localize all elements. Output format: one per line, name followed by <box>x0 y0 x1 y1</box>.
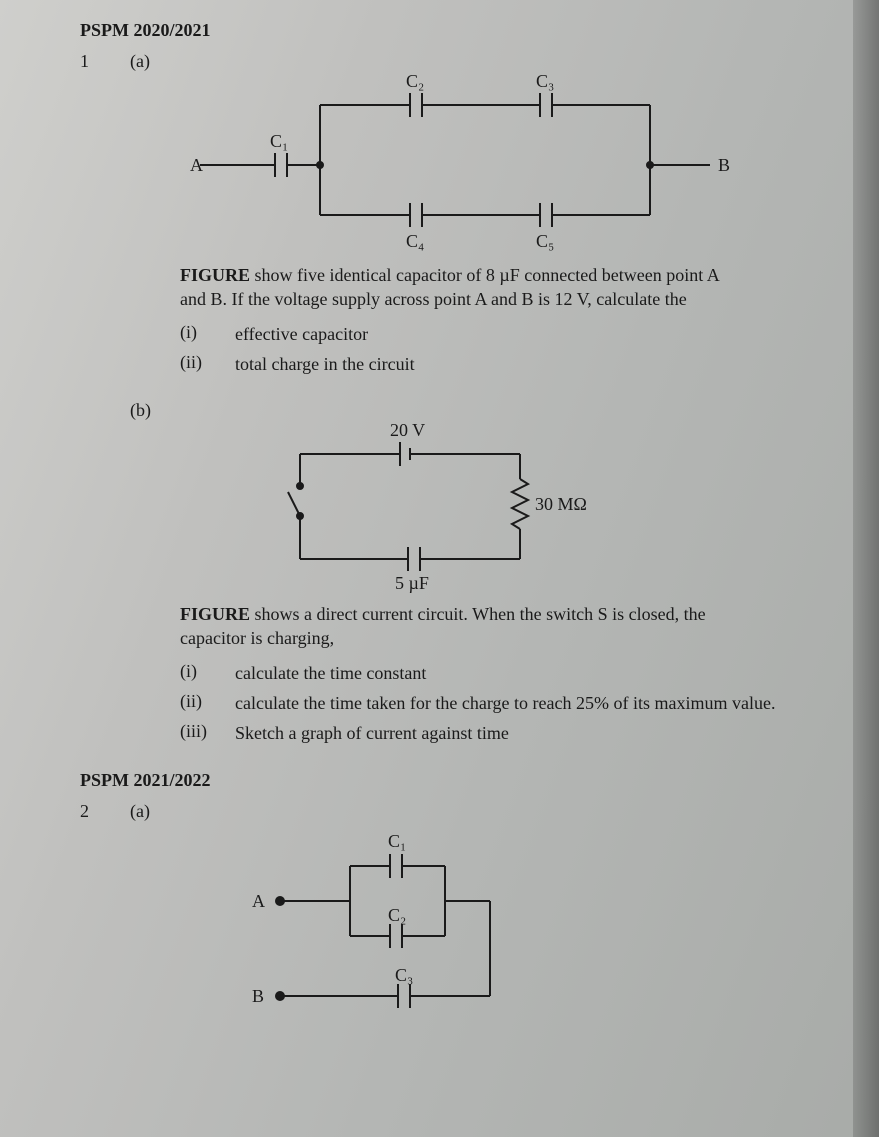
q1b-caption-line2: capacitor is charging, <box>180 628 334 648</box>
label-C: 5 µF <box>395 573 429 593</box>
q1a-i-text: effective capacitor <box>235 322 839 346</box>
q1b-iii-label: (iii) <box>180 721 235 745</box>
q2-row: 2 (a) <box>80 801 839 1029</box>
q1b-caption-line1-rest: shows a direct current circuit. When the… <box>255 604 706 624</box>
q2-label-A: A <box>252 891 265 911</box>
q2-label-C2: C₂ <box>388 905 406 925</box>
q1a-caption-line2: and B. If the voltage supply across poin… <box>180 289 687 309</box>
label-A: A <box>190 155 203 175</box>
q1b-label: (b) <box>130 400 180 602</box>
label-C1: C₁ <box>270 131 288 151</box>
q2-number: 2 <box>80 801 130 1029</box>
label-C5: C₅ <box>536 231 554 251</box>
q1b-iii-text: Sketch a graph of current against time <box>235 721 839 745</box>
q1a-caption-line1: FIGURE FIGURE show five identical capaci… <box>180 265 720 285</box>
q1b-caption: FIGURE shows a direct current circuit. W… <box>180 602 839 651</box>
label-C3: C₃ <box>536 71 554 91</box>
q1a-caption: FIGURE FIGURE show five identical capaci… <box>180 263 839 312</box>
q1-number: 1 <box>80 51 130 263</box>
q1b-i-label: (i) <box>180 661 235 685</box>
label-C2: C₂ <box>406 71 424 91</box>
label-C4: C₄ <box>406 231 424 251</box>
q1b-i-text: calculate the time constant <box>235 661 839 685</box>
header-year-2: PSPM 2021/2022 <box>80 770 839 791</box>
q1b-figure: 20 V 30 MΩ 5 µF <box>240 404 839 594</box>
q1a-i: (i) effective capacitor <box>180 322 839 346</box>
q1b-iii: (iii) Sketch a graph of current against … <box>180 721 839 745</box>
q2a-label: (a) <box>130 801 180 1029</box>
label-R: 30 MΩ <box>535 494 587 514</box>
q1b-row: (b) <box>80 400 839 602</box>
label-V: 20 V <box>390 420 425 440</box>
q1-header-row: 1 (a) <box>80 51 839 263</box>
header-year-1: PSPM 2020/2021 <box>80 20 839 41</box>
q1a-label: (a) <box>130 51 180 263</box>
q2-label-C1: C₁ <box>388 831 406 851</box>
q2a-figure: A B C₁ C₂ C₃ <box>240 821 839 1021</box>
q1a-i-label: (i) <box>180 322 235 346</box>
q1a-ii: (ii) total charge in the circuit <box>180 352 839 376</box>
q1a-ii-text: total charge in the circuit <box>235 352 839 376</box>
q1b-ii: (ii) calculate the time taken for the ch… <box>180 691 839 715</box>
q1b-ii-text: calculate the time taken for the charge … <box>235 691 839 715</box>
q1a-ii-label: (ii) <box>180 352 235 376</box>
exam-page: PSPM 2020/2021 1 (a) <box>0 0 879 1137</box>
q1a-figure: A B C₁ C₂ C₃ C₄ C₅ <box>180 55 839 255</box>
q1b-i: (i) calculate the time constant <box>180 661 839 685</box>
q1b-ii-label: (ii) <box>180 691 235 715</box>
q2-label-C3: C₃ <box>395 965 413 985</box>
q2-label-B: B <box>252 986 264 1006</box>
label-B: B <box>718 155 730 175</box>
